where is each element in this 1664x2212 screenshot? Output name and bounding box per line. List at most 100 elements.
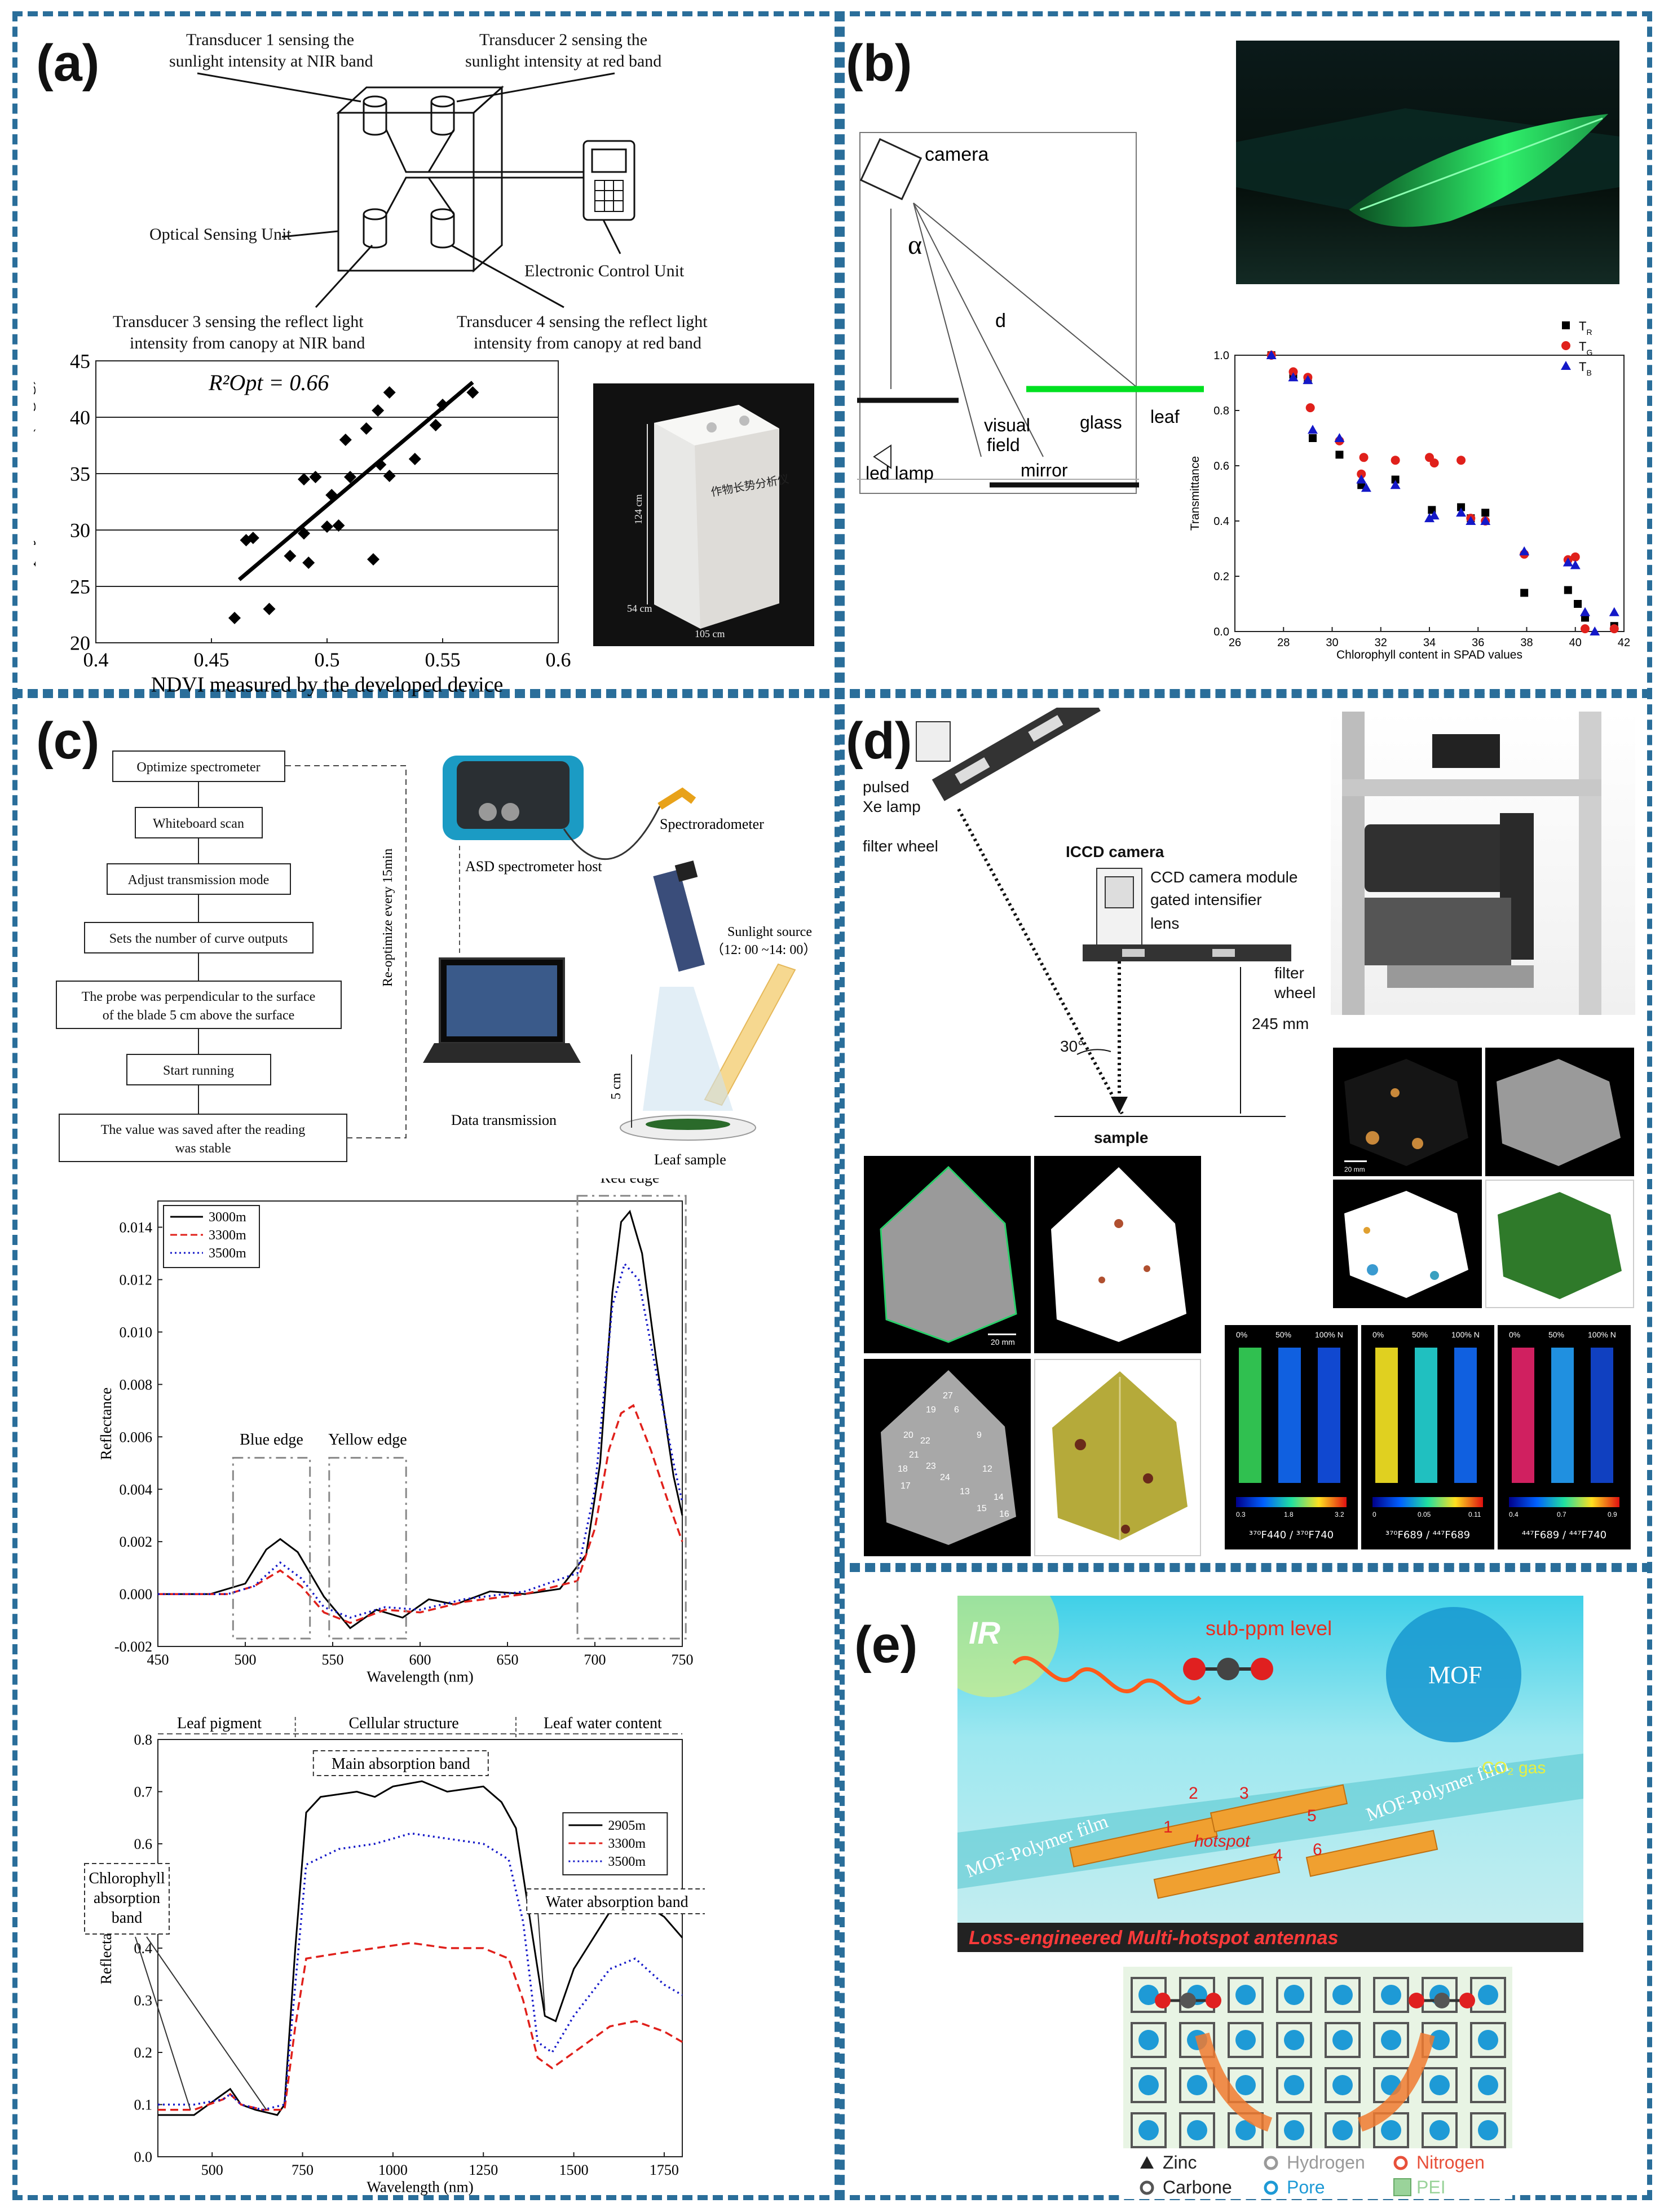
c-reflectance-1-ylabel: Reflectance [98, 1388, 114, 1460]
c2-water-content-label: Leaf water content [544, 1715, 662, 1732]
b-legend-label-1: TG [1579, 339, 1592, 357]
probe-icon [653, 787, 705, 972]
five-cm-label: 5 cm [609, 1072, 624, 1100]
scale-bar-2: 20 mm [1344, 1165, 1365, 1173]
a-point-0 [228, 612, 241, 624]
b-T_B-point-5 [1356, 474, 1367, 484]
lattice-cell-1-4 [1325, 2022, 1361, 2058]
legend-marker-3 [1140, 2180, 1154, 2195]
lattice-cell-2-3 [1276, 2067, 1312, 2103]
lattice-cell-3-6 [1422, 2112, 1458, 2148]
c1-red-edge-box [576, 1195, 687, 1640]
t1-label: Transducer 1 sensing the [186, 30, 354, 49]
antenna-caption: Loss-engineered Multi-hotspot antennas [969, 1927, 1338, 1949]
c-reflectance-2-xtick-0: 500 [201, 2162, 223, 2178]
c2-chl-arrow-1 [135, 1936, 191, 2111]
lattice-cell-3-1 [1179, 2112, 1215, 2148]
osu-label: Optical Sensing Unit [149, 225, 292, 244]
leaf-photo [1236, 41, 1619, 284]
chart-a-scatter: 0.4 0.45 0.5 0.55 0.6 20 25 30 35 40 45 NDVI measur… [34, 350, 571, 697]
b-scatter-xtick-8: 42 [1618, 637, 1630, 649]
b-T_B-point-4 [1334, 433, 1345, 442]
legend-marker-5 [1393, 2178, 1411, 2196]
panel-b-setup-diagram: camera α d visual field glass leaf led l… [857, 132, 1204, 494]
b-scatter-xtick-0: 26 [1229, 637, 1241, 649]
c2-legend-label-0: 2905m [608, 1818, 646, 1833]
a-scatter-xtick-3: 0.55 [425, 648, 461, 671]
t2-label: Transducer 2 sensing the [479, 30, 647, 49]
heat3-label: ⁴⁴⁷F689 / ⁴⁴⁷F740 [1522, 1529, 1606, 1541]
c-reflectance-1-xtick-4: 650 [497, 1652, 519, 1668]
flow-step-7b: was stable [175, 1141, 231, 1156]
c-reflectance-1-series-3000m [158, 1209, 683, 1630]
a-scatter-ytick-5: 45 [70, 350, 90, 373]
lattice-pore-2-4 [1332, 2075, 1353, 2095]
legend-label-2: Nitrogen [1416, 2152, 1485, 2173]
leaf-num-4: 21 [909, 1450, 919, 1460]
heat3-tick-2: 0.9 [1608, 1511, 1617, 1518]
a-point-5 [298, 473, 310, 485]
b-T_R-point-3 [1309, 434, 1317, 442]
reoptimize-label: Re-optimize every 15min [381, 849, 395, 987]
leaf-color-1 [1034, 1359, 1201, 1556]
lattice-pore-1-2 [1235, 2030, 1256, 2050]
lattice-pore-1-3 [1284, 2030, 1304, 2050]
flow-step-5b: of the blade 5 cm above the surface [103, 1008, 295, 1023]
b-T_B-point-11 [1466, 516, 1476, 525]
hotspot-label: hotspot [1194, 1832, 1251, 1851]
b-T_B-point-10 [1456, 507, 1467, 517]
c-reflectance-2-series-3500m [158, 1832, 683, 2111]
lattice-cell-3-0 [1131, 2112, 1167, 2148]
leaf-sample-label: Leaf sample [654, 1151, 726, 1168]
c-reflectance-2-series-3300m [158, 1942, 683, 2111]
alpha-label: α [908, 230, 922, 260]
c-reflectance-1-ytick-0: -0.002 [114, 1639, 152, 1655]
lattice-pore-3-0 [1138, 2120, 1159, 2140]
heat1-top-0: 0% [1236, 1330, 1247, 1339]
legend-label-0: Zinc [1163, 2152, 1197, 2173]
c1-yellow-edge-label: Yellow edge [328, 1431, 407, 1449]
panel-c-equipment: ASD spectrometer host Spectroradometer S… [423, 756, 816, 1168]
b-T_B-point-12 [1480, 516, 1491, 525]
a-point-8 [309, 471, 322, 483]
b-legend-label-2: TB [1579, 360, 1592, 377]
c-reflectance-2-xtick-3: 1250 [469, 2162, 498, 2178]
filter-label: filter [1274, 964, 1304, 982]
c2-leaf-pigment-label: Leaf pigment [177, 1715, 262, 1732]
ir-label: IR [969, 1615, 1001, 1650]
b-T_G-point-7 [1391, 456, 1400, 465]
lattice-pore-2-1 [1187, 2075, 1207, 2095]
c1-legend-box [163, 1205, 260, 1268]
b-scatter-xtick-7: 40 [1569, 637, 1582, 649]
a-point-11 [332, 519, 345, 532]
hotspot-num-3: 3 [1239, 1784, 1249, 1803]
legend-marker-4 [1264, 2180, 1278, 2195]
c1-legend-label-2: 3500m [209, 1246, 246, 1261]
b-T_G-point-3 [1305, 403, 1315, 413]
c2-main-abs-box [312, 1750, 489, 1776]
heat3-tick-0: 0.4 [1509, 1511, 1519, 1518]
angle-label: 30° [1060, 1037, 1084, 1055]
spectro-label: Spectroradometer [660, 816, 764, 832]
a-scatter-ytick-1: 25 [70, 576, 90, 598]
c1-yellow-edge-box [328, 1456, 407, 1640]
b-T_R-point-12 [1564, 586, 1572, 594]
lattice-cell-0-6 [1422, 1977, 1458, 2013]
device-box-icon: 作物长势分析仪 124 cm 54 cm 105 cm [627, 405, 790, 639]
b-T_G-point-17 [1609, 624, 1619, 634]
lattice-grid-icon [1131, 1977, 1506, 2148]
mof-lattice-illustration: Zinc Hydrogen Nitrogen Carbone Pore PEI [1123, 1967, 1512, 2199]
instrument-photo [1331, 712, 1635, 1015]
a-point-9 [321, 520, 333, 533]
lattice-cell-2-1 [1179, 2067, 1215, 2103]
c-reflectance-1-xtick-2: 550 [322, 1652, 344, 1668]
chart-c-reflectance-1: 450 500 550 600 650 700 750 -0.002 0.000 0.002 0.0… [98, 1178, 694, 1685]
lattice-cell-1-3 [1276, 2022, 1312, 2058]
c-reflectance-2-xtick-4: 1500 [559, 2162, 589, 2178]
legend-marker-1 [1264, 2156, 1278, 2170]
a-scatter-ytick-0: 20 [70, 632, 90, 655]
mof-sphere-icon [1386, 1607, 1521, 1742]
leaf-num-11: 12 [982, 1464, 992, 1474]
lattice-pore-1-5 [1381, 2030, 1401, 2050]
b-T_B-point-1 [1288, 372, 1299, 382]
